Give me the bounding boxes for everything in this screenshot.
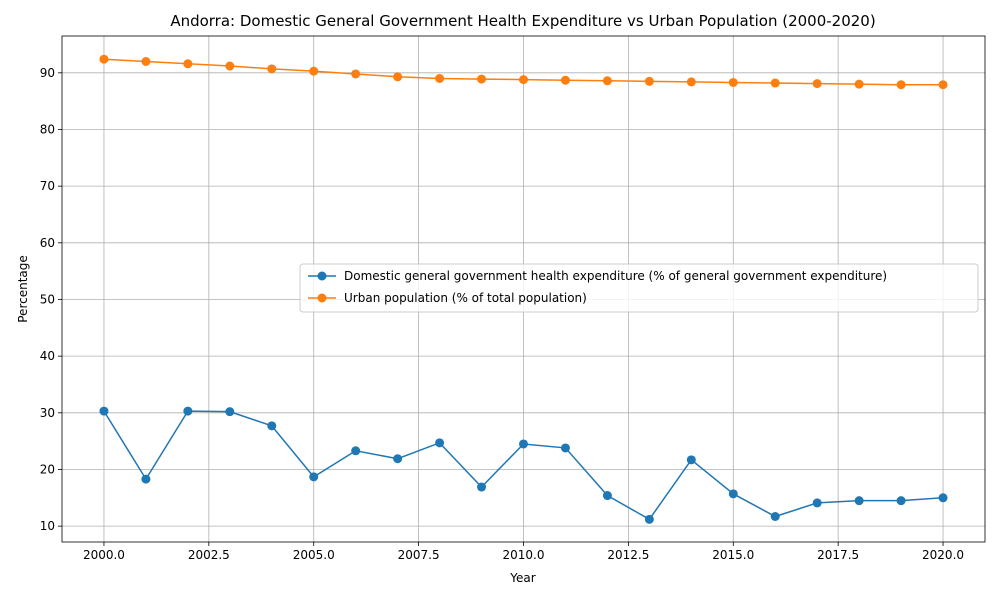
data-point-series-1 [351,69,361,79]
data-point-series-0 [602,491,612,501]
data-point-series-0 [309,472,319,482]
y-tick-label: 40 [40,349,55,363]
data-point-series-1 [99,54,109,64]
data-point-series-1 [812,79,822,89]
data-point-series-0 [728,489,738,499]
x-tick-label: 2007.5 [398,548,440,562]
legend: Domestic general government health expen… [299,263,979,313]
data-point-series-1 [938,80,948,90]
data-point-series-0 [351,446,361,456]
x-tick-label: 2017.5 [817,548,859,562]
data-point-series-1 [854,79,864,89]
data-point-series-0 [225,407,235,417]
data-point-series-1 [519,75,528,85]
data-point-series-1 [644,76,654,86]
data-point-series-0 [267,421,277,431]
x-tick-label: 2005.0 [293,548,335,562]
data-point-series-0 [393,454,403,464]
legend-label-urban-population: Urban population (% of total population) [344,291,587,305]
data-point-series-0 [686,455,696,465]
x-tick-label: 2002.5 [188,548,230,562]
data-point-series-0 [519,439,528,449]
y-tick-label: 20 [40,462,55,476]
data-point-series-0 [938,493,948,503]
data-point-series-0 [896,496,906,506]
data-point-series-1 [267,64,277,74]
data-point-series-0 [854,496,864,506]
y-tick-label: 70 [40,179,55,193]
y-axis-label: Percentage [16,255,30,323]
y-tick-label: 80 [40,122,55,136]
legend-box [299,263,979,313]
data-point-series-1 [141,56,151,66]
x-tick-label: 2015.0 [712,548,754,562]
data-point-series-1 [602,76,612,86]
data-point-series-1 [435,73,445,83]
data-point-series-1 [560,75,570,85]
data-point-series-1 [686,77,696,87]
y-tick-label: 60 [40,236,55,250]
legend-marker-urban-population [317,293,327,303]
data-point-series-1 [896,80,906,90]
data-point-series-1 [225,61,235,71]
data-point-series-0 [141,474,151,484]
data-point-series-0 [99,406,109,416]
data-point-series-0 [770,512,780,522]
data-point-series-1 [183,59,193,69]
data-point-series-0 [183,406,193,416]
data-point-series-1 [309,66,319,76]
x-tick-label: 2000.0 [83,548,125,562]
data-point-series-0 [477,482,487,492]
data-point-series-1 [728,77,738,87]
plot-series [99,54,948,524]
y-tick-label: 10 [40,519,55,533]
legend-label-health-expenditure: Domestic general government health expen… [344,269,887,283]
data-point-series-0 [435,438,445,448]
data-point-series-1 [393,72,403,82]
chart-title: Andorra: Domestic General Government Hea… [170,12,875,30]
x-tick-label: 2010.0 [503,548,545,562]
data-point-series-1 [770,78,780,88]
data-point-series-0 [644,514,654,524]
legend-marker-health-expenditure [317,271,327,281]
y-tick-label: 30 [40,406,55,420]
data-point-series-0 [812,498,822,508]
axis-ticks: 2000.0 2002.5 2005.0 2007.5 2010.0 2012.5 2015… [40,66,964,562]
x-tick-label: 2020.0 [922,548,964,562]
x-axis-label: Year [509,571,535,585]
data-point-series-1 [477,74,487,84]
y-tick-label: 90 [40,66,55,80]
y-tick-label: 50 [40,292,55,306]
x-tick-label: 2012.5 [607,548,649,562]
data-point-series-0 [560,443,570,453]
